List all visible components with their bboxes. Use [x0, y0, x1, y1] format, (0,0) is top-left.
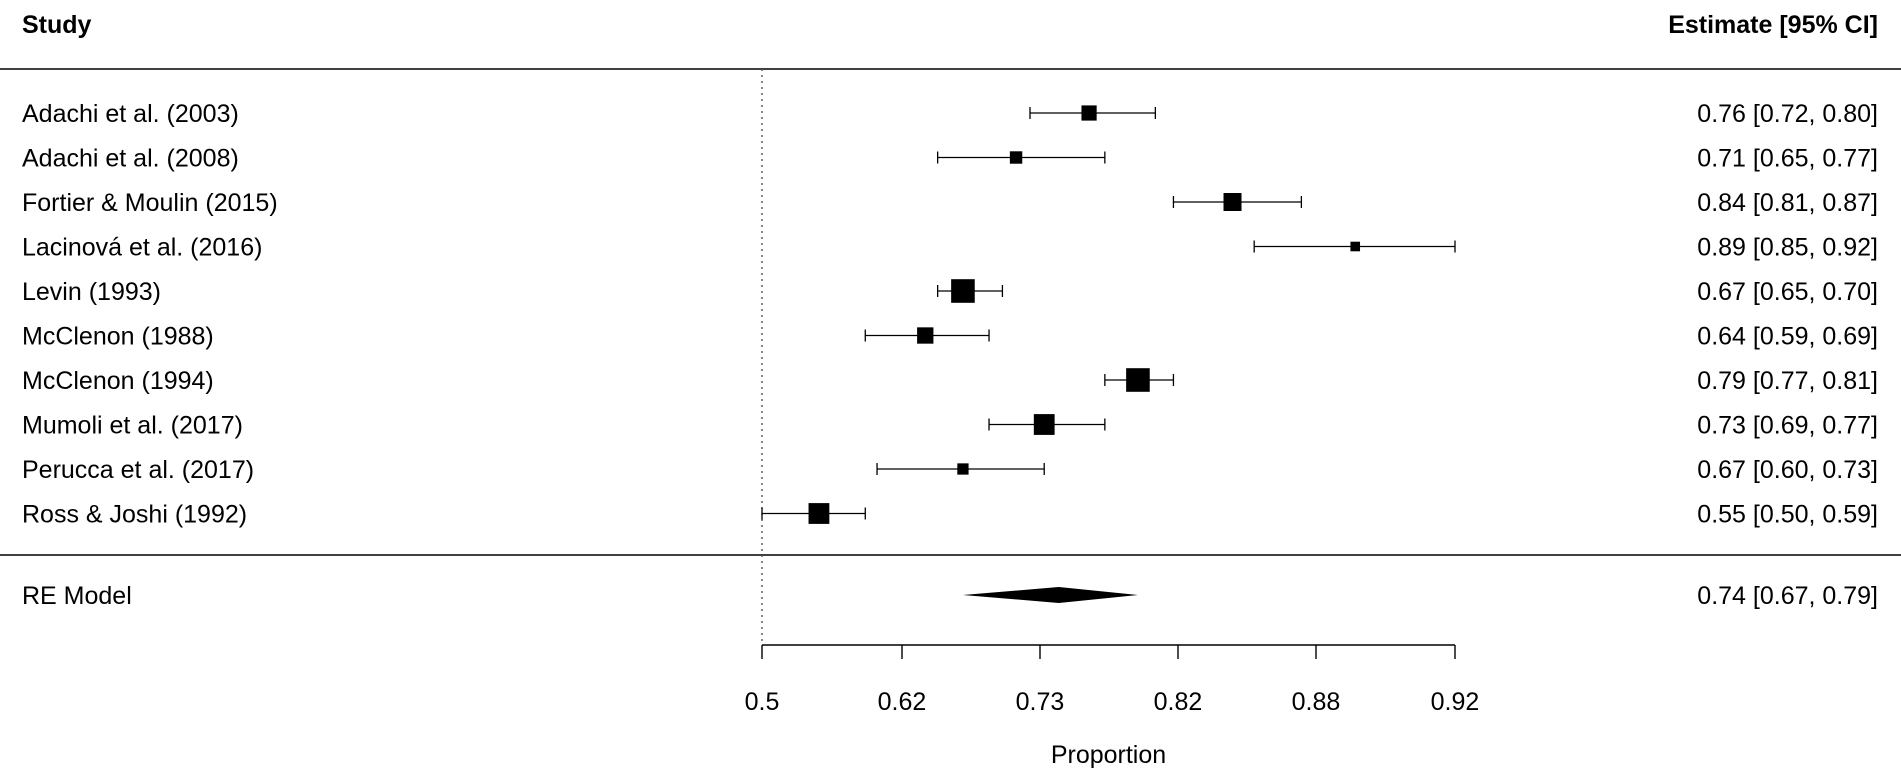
x-tick-label: 0.88	[1292, 688, 1341, 716]
study-estimate: 0.73 [0.69, 0.77]	[1697, 412, 1878, 440]
study-label: Adachi et al. (2008)	[22, 145, 239, 173]
header-estimate: Estimate [95% CI]	[1668, 11, 1878, 39]
x-tick-label: 0.5	[745, 688, 780, 716]
study-estimate: 0.67 [0.60, 0.73]	[1697, 456, 1878, 484]
summary-diamond	[962, 587, 1138, 603]
study-estimate: 0.64 [0.59, 0.69]	[1697, 323, 1878, 351]
study-label: Ross & Joshi (1992)	[22, 501, 247, 529]
x-tick-label: 0.82	[1154, 688, 1203, 716]
x-tick-label: 0.62	[878, 688, 927, 716]
header-study: Study	[22, 11, 92, 39]
study-label: Adachi et al. (2003)	[22, 100, 239, 128]
study-estimate: 0.76 [0.72, 0.80]	[1697, 100, 1878, 128]
estimate-square	[951, 279, 975, 303]
x-tick-label: 0.92	[1431, 688, 1480, 716]
estimate-square	[1350, 241, 1361, 252]
study-label: Perucca et al. (2017)	[22, 456, 254, 484]
study-estimate: 0.84 [0.81, 0.87]	[1697, 189, 1878, 217]
study-label: Fortier & Moulin (2015)	[22, 189, 278, 217]
study-estimate: 0.71 [0.65, 0.77]	[1697, 145, 1878, 173]
x-axis-title: Proportion	[1051, 741, 1166, 769]
estimate-square	[1033, 414, 1055, 435]
study-label: Levin (1993)	[22, 278, 161, 306]
study-estimate: 0.55 [0.50, 0.59]	[1697, 501, 1878, 529]
estimate-square	[957, 463, 969, 475]
study-estimate: 0.79 [0.77, 0.81]	[1697, 367, 1878, 395]
study-label: Lacinová et al. (2016)	[22, 234, 262, 262]
estimate-square	[1126, 368, 1150, 392]
study-label: McClenon (1994)	[22, 367, 214, 395]
summary-estimate: 0.74 [0.67, 0.79]	[1697, 582, 1878, 610]
study-label: Mumoli et al. (2017)	[22, 412, 243, 440]
estimate-square	[1081, 105, 1097, 121]
estimate-square	[808, 503, 830, 524]
study-estimate: 0.89 [0.85, 0.92]	[1697, 234, 1878, 262]
x-tick-label: 0.73	[1016, 688, 1065, 716]
study-estimate: 0.67 [0.65, 0.70]	[1697, 278, 1878, 306]
summary-label: RE Model	[22, 582, 132, 610]
study-label: McClenon (1988)	[22, 323, 214, 351]
estimate-square	[917, 327, 934, 344]
estimate-square	[1009, 151, 1023, 164]
estimate-square	[1223, 193, 1242, 211]
